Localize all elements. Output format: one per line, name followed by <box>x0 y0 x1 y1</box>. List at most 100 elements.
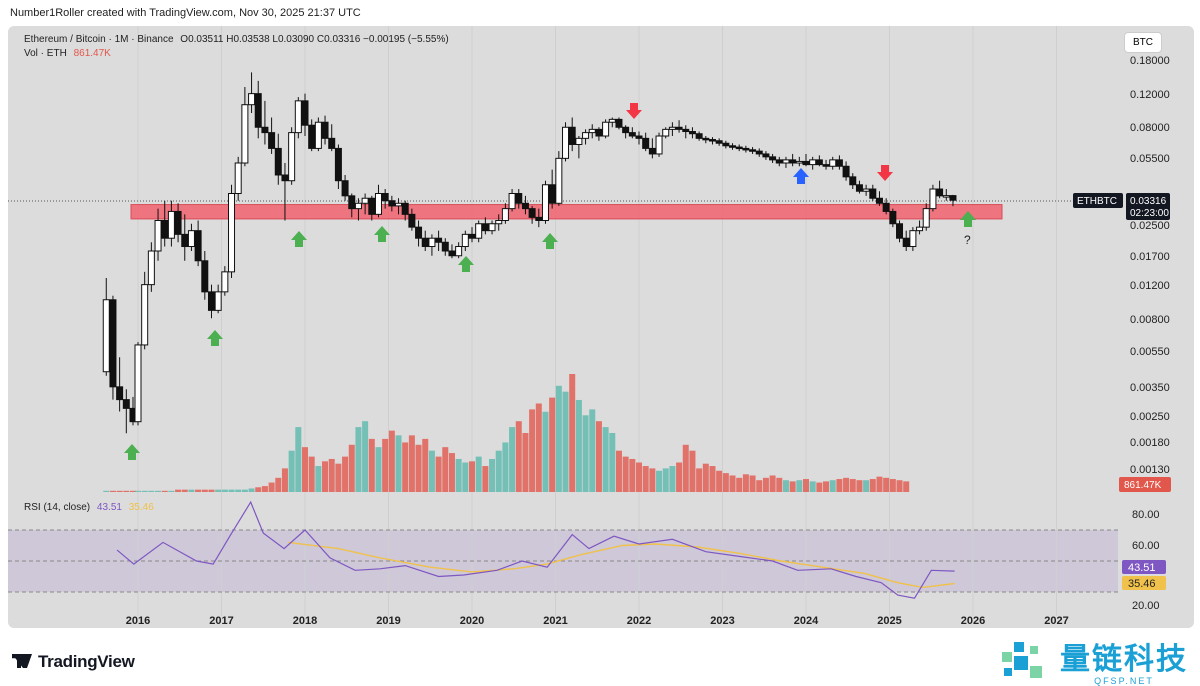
arrow-up-icon <box>374 226 390 242</box>
currency-button[interactable]: BTC <box>1124 32 1162 53</box>
candle-up <box>562 126 570 159</box>
rsi-value-badge <box>1122 560 1166 574</box>
x-axis-label: 2024 <box>794 615 819 627</box>
volume-bar <box>388 430 395 492</box>
rsi-ma-value: 35.46 <box>1128 578 1156 590</box>
candle-up <box>655 135 663 155</box>
candle-up <box>782 159 790 164</box>
candle-down <box>441 241 449 252</box>
arrow-up-icon <box>291 231 307 247</box>
candle-up <box>668 126 676 130</box>
volume-bar <box>549 397 556 492</box>
price-label: 0.00800 <box>1130 314 1170 326</box>
x-axis-label: 2022 <box>627 615 651 627</box>
volume-bar <box>288 450 295 492</box>
volume-bar <box>622 456 629 492</box>
price-label: 0.00350 <box>1130 382 1170 394</box>
candle-up <box>795 160 803 164</box>
volume-bar <box>889 479 896 492</box>
candle-down <box>368 197 376 215</box>
price-label: 0.00250 <box>1130 411 1170 423</box>
candle-down <box>388 200 396 207</box>
volume-bar <box>502 442 509 492</box>
candle-down <box>595 128 603 137</box>
candle-up <box>455 246 463 257</box>
volume-bar <box>762 477 769 492</box>
candle-down <box>835 159 843 167</box>
candle-down <box>755 150 763 155</box>
volume-bar <box>123 490 130 492</box>
volume-bar <box>475 456 482 492</box>
candle-down <box>842 165 850 178</box>
candle-down <box>902 237 910 248</box>
candle-up <box>395 202 403 207</box>
volume-bar <box>682 444 689 492</box>
chart-svg[interactable]: 0.18000 0.12000 0.08000 0.05500 0.02500 … <box>8 26 1194 628</box>
symbol-badge <box>1073 193 1123 208</box>
candle-down <box>875 197 883 204</box>
candle-up <box>147 250 155 286</box>
chart-area[interactable]: 0.18000 0.12000 0.08000 0.05500 0.02500 … <box>8 26 1194 628</box>
volume-bar <box>535 403 542 492</box>
volume-bar <box>529 409 536 492</box>
candle-down <box>421 237 429 248</box>
volume-bar <box>562 391 569 492</box>
arrow-down-icon <box>626 103 642 119</box>
candle-down <box>789 159 797 164</box>
rsi-axis-label: 20.00 <box>1132 600 1160 612</box>
volume-bar <box>582 415 589 492</box>
volume-bar <box>896 480 903 492</box>
candle-down <box>729 145 737 148</box>
candle-up <box>221 271 229 293</box>
volume-bar <box>722 473 729 492</box>
volume-bar <box>462 462 469 492</box>
candle-down <box>775 159 783 164</box>
volume-badge <box>1119 477 1171 492</box>
volume-bar <box>382 438 389 492</box>
candle-down <box>769 156 777 161</box>
candle-up <box>461 233 469 248</box>
candle-up <box>829 159 837 167</box>
candle-down <box>274 147 282 176</box>
candle-down <box>201 260 209 293</box>
candle-up <box>662 128 670 137</box>
symbol-badge-text: ETHBTC <box>1077 196 1117 207</box>
candle-down <box>849 176 857 186</box>
candle-down <box>348 195 356 210</box>
candle-down <box>515 193 523 204</box>
candle-up <box>862 188 870 192</box>
candle-down <box>254 93 262 128</box>
candle-up <box>154 219 162 252</box>
price-label: 0.01700 <box>1130 251 1170 263</box>
brand-text: TradingView <box>38 652 135 671</box>
candle-down <box>708 139 716 142</box>
candle-down <box>702 137 710 141</box>
volume-bar <box>836 479 843 492</box>
candle-down <box>869 188 877 199</box>
footer: TradingView 量链科技 QFSP.NET <box>0 628 1200 686</box>
volume-bar <box>248 488 255 492</box>
candle-down <box>328 137 336 149</box>
candle-down <box>401 202 409 215</box>
volume-bar <box>241 489 248 492</box>
candle-up <box>608 118 616 123</box>
volume-bar <box>869 479 876 492</box>
question-annotation: ? <box>964 233 971 247</box>
candle-up <box>428 237 436 248</box>
volume-bar <box>315 466 322 492</box>
arrow-up-icon <box>207 330 223 346</box>
candle-down <box>802 160 810 166</box>
volume-bar <box>448 453 455 492</box>
candle-down <box>281 174 289 182</box>
candle-down <box>722 142 730 147</box>
arrow-up-icon <box>458 256 474 272</box>
rsi-axis-label: 60.00 <box>1132 540 1160 552</box>
candle-down <box>548 184 556 204</box>
candle-up <box>102 299 110 373</box>
arrow-up-icon <box>960 211 976 227</box>
candle-up <box>241 104 249 164</box>
volume-bar <box>729 475 736 492</box>
candle-up <box>501 208 509 221</box>
support-zone <box>130 204 1003 220</box>
volume-bar <box>275 477 282 492</box>
